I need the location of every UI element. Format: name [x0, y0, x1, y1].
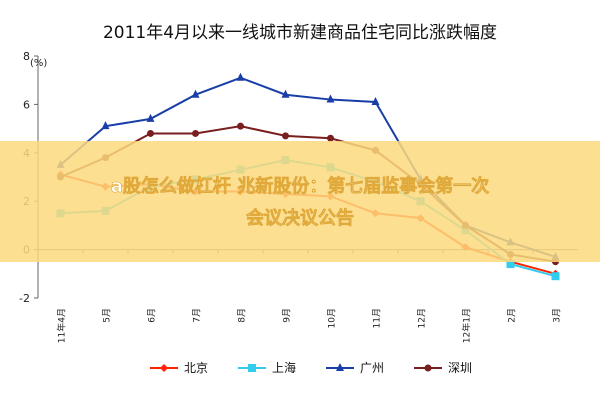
data-point-3-4: [237, 122, 244, 130]
data-point-3-2: [147, 129, 154, 137]
legend-label-2: 广州: [360, 361, 384, 375]
y-axis-label: (%): [30, 58, 47, 69]
overlay-banner-text-line1: a股怎么做杠杆 兆新股份：第七届监事会第一次: [111, 175, 489, 197]
legend-marker-0: [160, 364, 168, 372]
data-point-2-4: [236, 72, 245, 81]
x-tick-label: 11月: [372, 308, 383, 328]
y-tick-label: -2: [19, 292, 30, 305]
y-tick-label: 6: [23, 98, 30, 111]
x-tick-label: 6月: [147, 308, 158, 323]
x-tick-label: 2月: [507, 308, 518, 323]
legend: 北京 上海 广州 深圳: [150, 360, 472, 375]
data-point-2-3: [191, 89, 200, 98]
x-tick-label: 12月: [417, 308, 428, 328]
data-point-2-2: [146, 113, 155, 122]
data-point-3-3: [192, 129, 199, 137]
data-point-2-6: [326, 94, 335, 103]
y-tick-label: 8: [23, 50, 30, 63]
chart-title: 2011年4月以来一线城市新建商品住宅同比涨跌幅度: [103, 23, 497, 43]
x-tick-label: 10月: [327, 308, 338, 328]
overlay-banner: [0, 141, 600, 262]
x-tick-label: 7月: [192, 308, 203, 323]
x-tick-label: 11年4月: [56, 308, 68, 343]
data-point-2-5: [281, 89, 290, 98]
data-point-1-10: [506, 260, 515, 269]
data-point-2-1: [101, 121, 110, 130]
x-tick-label: 5月: [102, 308, 113, 323]
data-point-1-11: [551, 272, 560, 281]
data-point-2-7: [371, 96, 380, 105]
x-tick-label: 12年1月: [461, 308, 473, 343]
legend-marker-1: [248, 364, 256, 372]
x-tick-label: 8月: [237, 308, 248, 323]
x-tick-label: 9月: [282, 308, 293, 323]
legend-marker-3: [424, 364, 432, 372]
data-point-3-6: [327, 134, 334, 142]
legend-marker-2: [336, 363, 344, 371]
legend-label-3: 深圳: [448, 361, 472, 375]
overlay-banner-text-line2: 会议决议公告: [246, 207, 354, 229]
legend-label-0: 北京: [184, 361, 208, 375]
data-point-3-5: [282, 132, 289, 140]
x-tick-label: 3月: [552, 308, 563, 323]
legend-label-1: 上海: [272, 360, 296, 375]
